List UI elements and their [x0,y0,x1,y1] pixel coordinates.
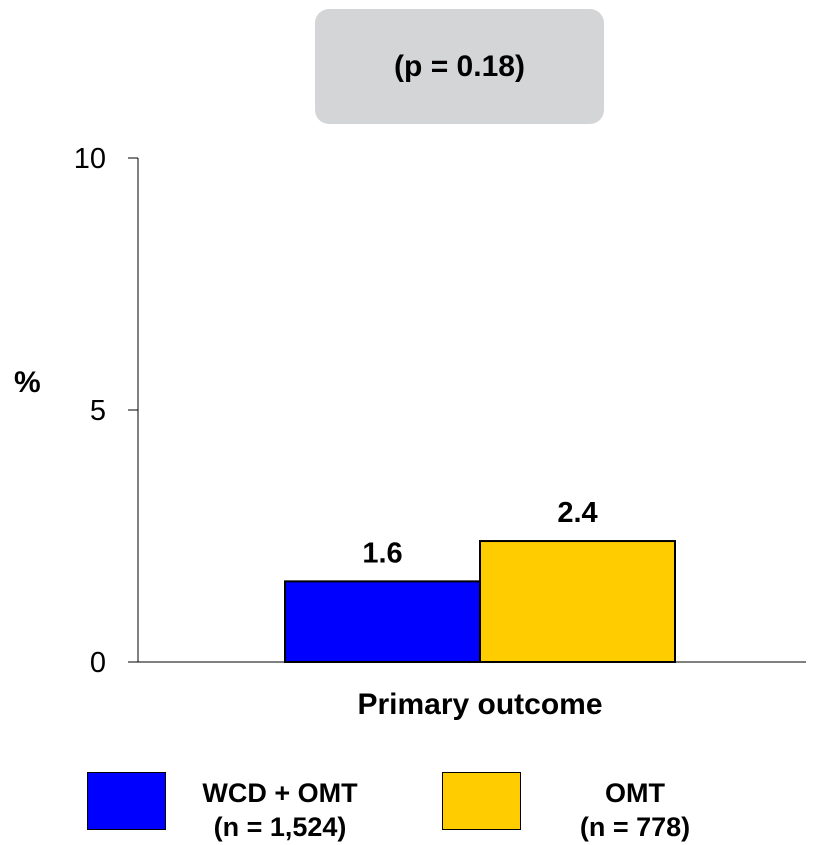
bar-omt [479,540,676,663]
labels: 1.6 2.4 Primary outcome [357,497,602,721]
legend-label-wcd-omt: WCD + OMT (n = 1,524) [190,776,370,844]
axes: 0 5 10 [74,143,806,679]
y-axis-label: % [14,366,41,399]
y-tick-label: 10 [74,143,106,175]
legend-name-omt: OMT [605,778,665,808]
bars [284,540,676,663]
legend-swatch-omt [442,772,521,830]
bar-wcd-omt [284,580,481,663]
legend-n-wcd-omt: (n = 1,524) [213,812,347,842]
legend-label-omt: OMT (n = 778) [560,776,710,844]
data-label: 1.6 [362,537,402,569]
legend-name-wcd-omt: WCD + OMT [202,778,358,808]
y-tick-label: 5 [90,395,106,427]
data-label: 2.4 [557,497,597,529]
x-category-label: Primary outcome [357,688,602,721]
p-value-text: (p = 0.18) [394,49,525,83]
p-value-box: (p = 0.18) [315,9,604,124]
legend-swatch-wcd-omt [87,772,166,830]
y-tick-label: 0 [90,647,106,679]
legend-n-omt: (n = 778) [579,812,691,842]
